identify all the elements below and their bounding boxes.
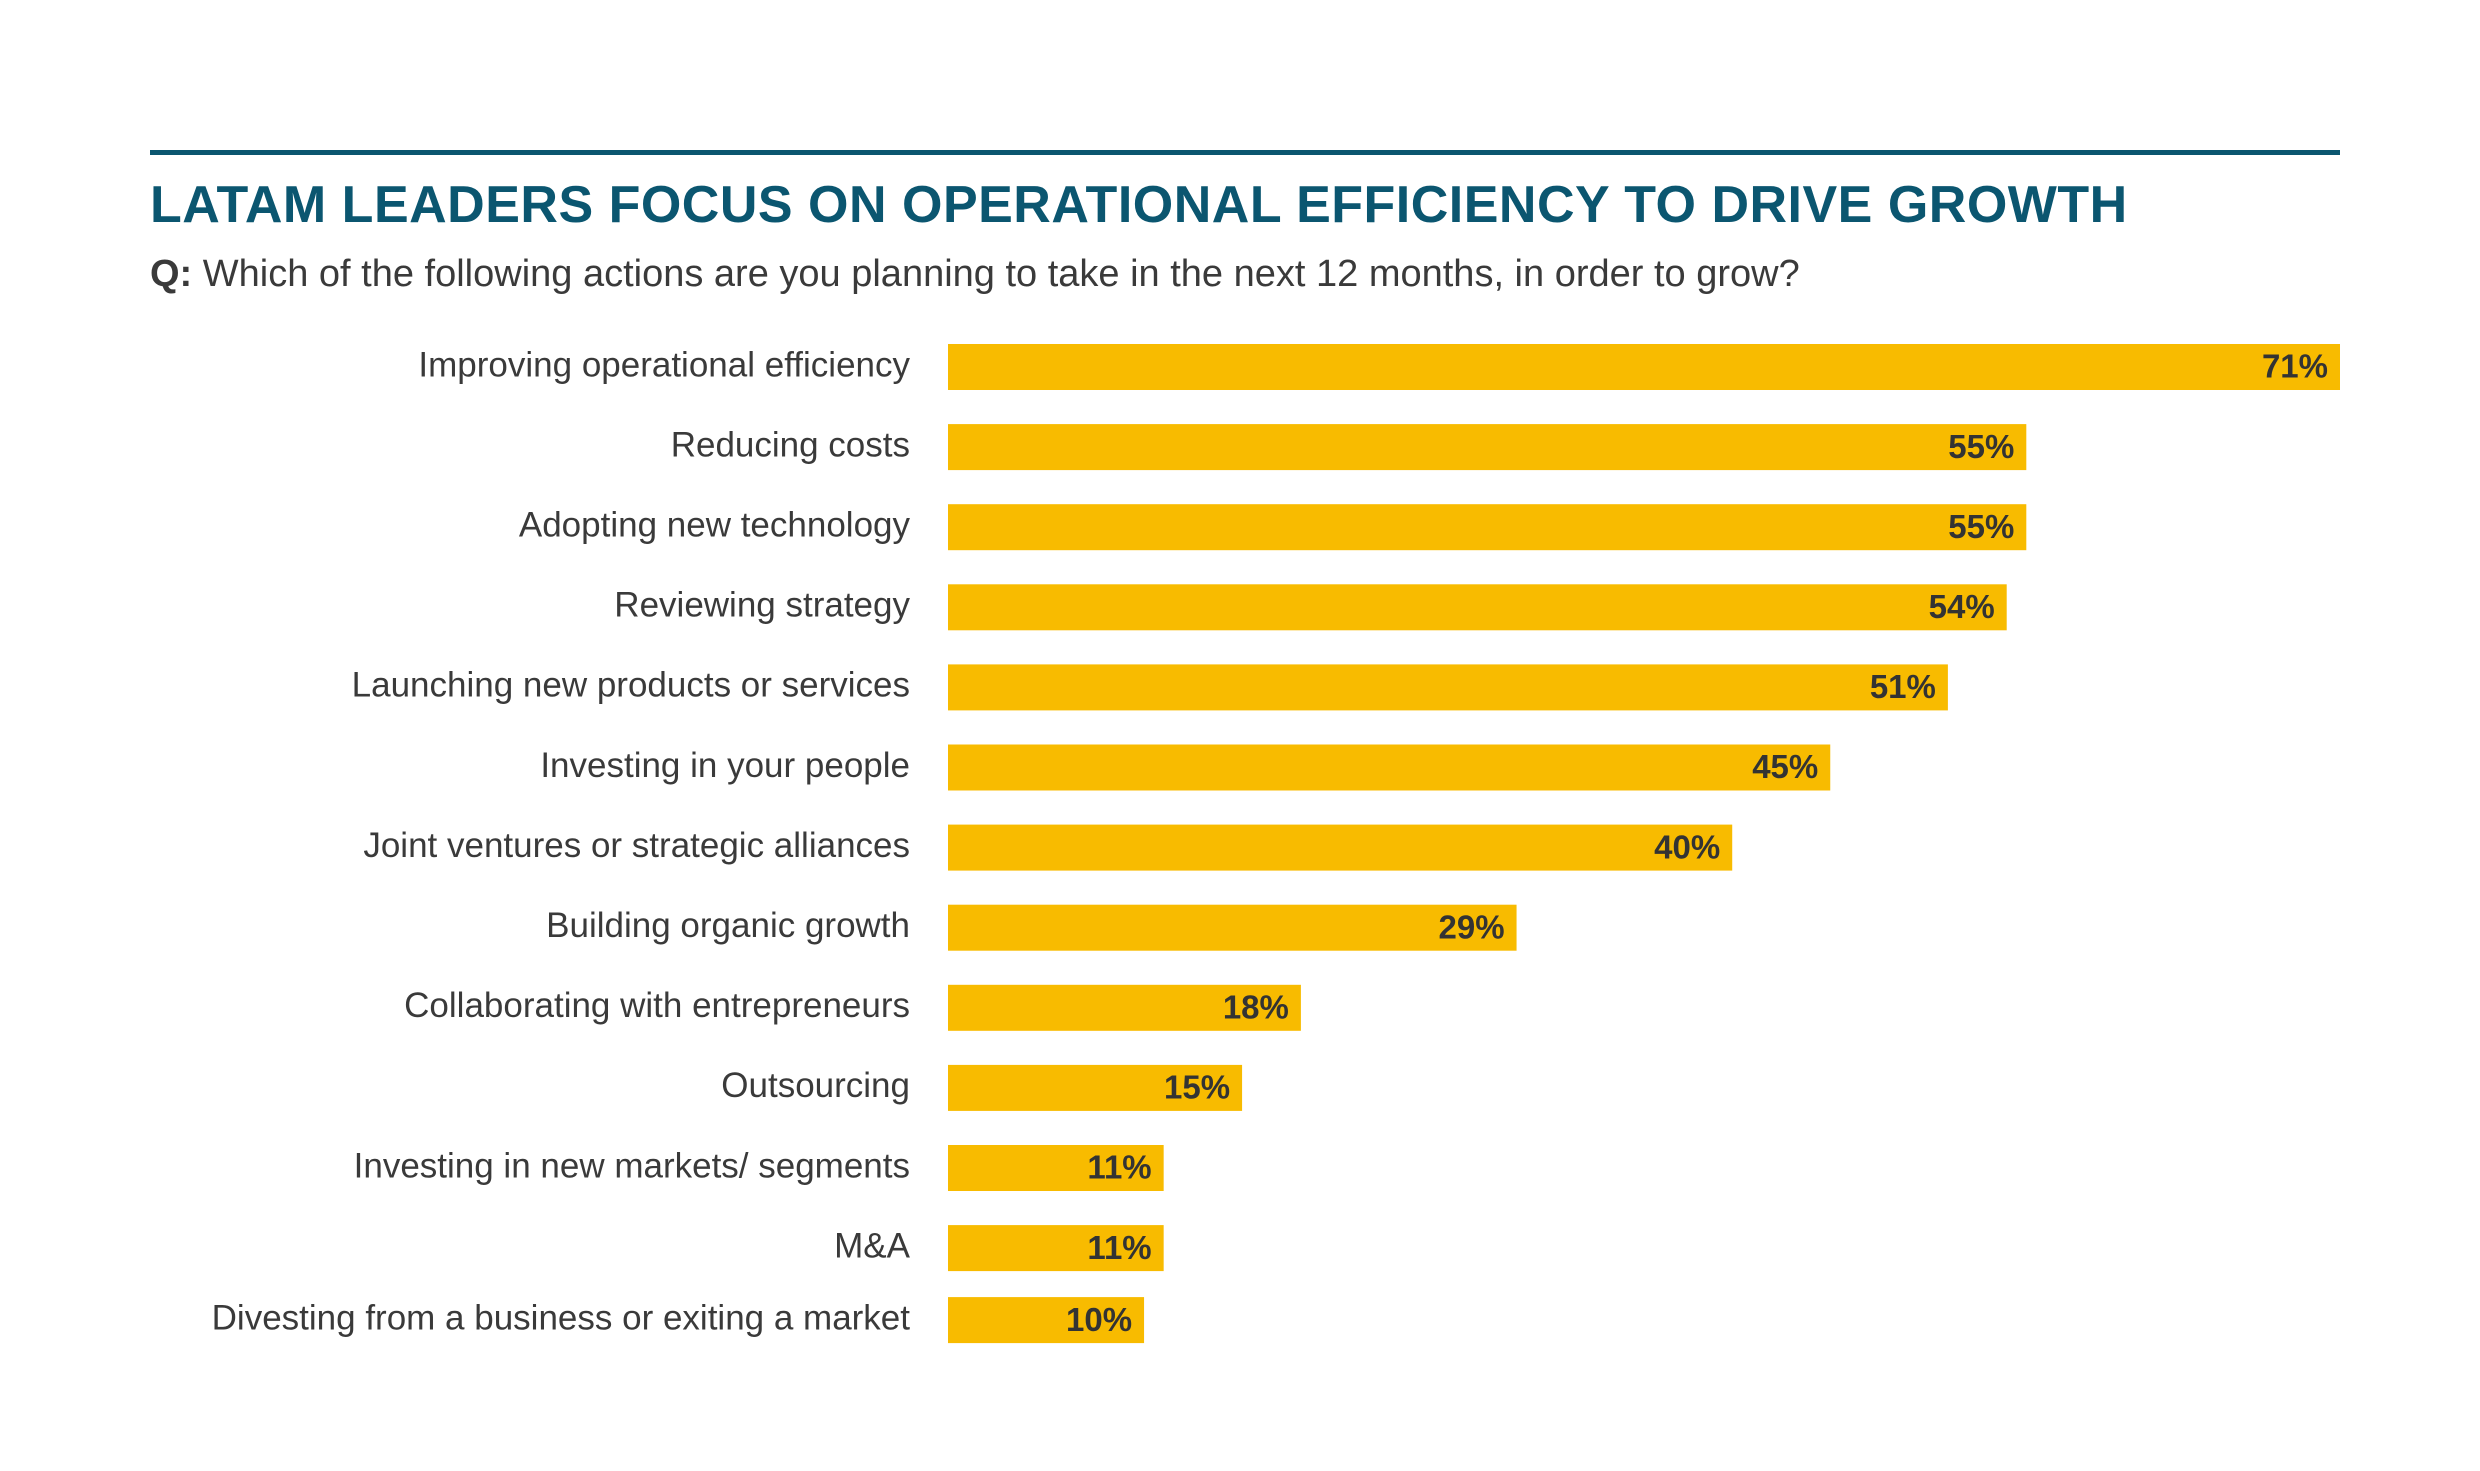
- value-label: 11%: [1087, 1149, 1151, 1186]
- category-label: Outsourcing: [721, 1066, 910, 1105]
- category-label: Adopting new technology: [519, 505, 911, 544]
- category-label: Investing in new markets/ segments: [354, 1146, 910, 1185]
- bar: [948, 1225, 1164, 1272]
- bar: [948, 744, 1831, 791]
- value-label: 55%: [1948, 508, 2014, 545]
- question-text: Which of the following actions are you p…: [202, 253, 1800, 295]
- value-label: 40%: [1654, 828, 1720, 865]
- chart-title: LATAM LEADERS FOCUS ON OPERATIONAL EFFIC…: [150, 176, 2128, 234]
- category-label: Collaborating with entrepreneurs: [404, 986, 910, 1025]
- value-label: 15%: [1164, 1069, 1230, 1106]
- value-label: 11%: [1087, 1229, 1151, 1266]
- bar: [948, 1145, 1164, 1191]
- bars: [948, 344, 2340, 1344]
- title-rule: [150, 150, 2340, 155]
- value-label: 71%: [2262, 348, 2328, 385]
- chart-subtitle: Q: Which of the following actions are yo…: [150, 253, 1800, 296]
- bar: [948, 984, 1301, 1031]
- category-label: Reducing costs: [671, 425, 910, 464]
- category-label: Reviewing strategy: [614, 586, 910, 625]
- category-label: Building organic growth: [546, 906, 910, 945]
- value-label: 10%: [1066, 1301, 1132, 1338]
- bar: [948, 664, 1948, 711]
- bar: [948, 1297, 1145, 1344]
- value-label: 54%: [1929, 588, 1995, 625]
- bar: [948, 504, 2027, 551]
- category-label: Divesting from a business or exiting a m…: [212, 1298, 911, 1337]
- bar: [948, 424, 2027, 471]
- bar: [948, 344, 2340, 390]
- value-label: 51%: [1870, 668, 1936, 705]
- bar: [948, 904, 1517, 951]
- category-labels: Improving operational efficiency Reducing…: [212, 345, 911, 1337]
- bar: [948, 584, 2007, 631]
- value-label: 18%: [1223, 989, 1289, 1026]
- category-label: Launching new products or services: [352, 666, 910, 705]
- value-label: 45%: [1752, 748, 1818, 785]
- bar: [948, 824, 1733, 871]
- value-labels: 71% 55% 55% 54% 51% 45% 40% 29% 18% 15% 11% 11% 10%: [1066, 348, 2328, 1338]
- bar: [948, 1064, 1243, 1111]
- category-label: Investing in your people: [540, 746, 910, 785]
- category-label: Improving operational efficiency: [418, 345, 910, 384]
- question-prefix: Q:: [150, 253, 203, 295]
- value-label: 29%: [1439, 908, 1505, 945]
- category-label: Joint ventures or strategic alliances: [363, 826, 910, 865]
- value-label: 55%: [1948, 428, 2014, 465]
- category-label: M&A: [834, 1226, 911, 1265]
